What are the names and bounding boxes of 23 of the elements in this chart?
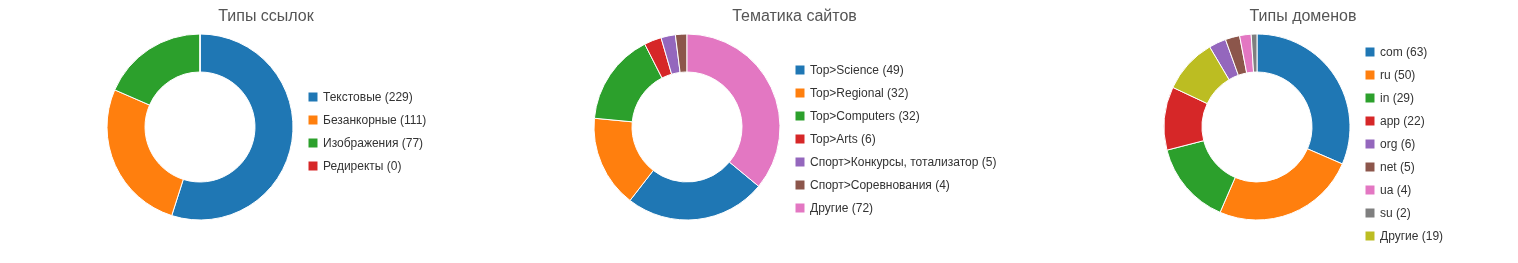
legend-label: Top>Regional (32) xyxy=(810,86,909,100)
legend-label: net (5) xyxy=(1380,160,1415,174)
legend-label: Изображения (77) xyxy=(323,136,424,150)
legend-label: Другие (19) xyxy=(1380,229,1444,243)
legend-label: Top>Computers (32) xyxy=(810,109,920,123)
legend-label: su (2) xyxy=(1380,206,1411,220)
legend-label: Спорт>Конкурсы, тотализатор (5) xyxy=(810,155,997,169)
legend-label: in (29) xyxy=(1380,91,1415,105)
chart-title: Типы доменов xyxy=(1249,7,1357,24)
legend-label: Текстовые (229) xyxy=(323,90,413,104)
chart-title: Типы ссылок xyxy=(218,7,315,24)
legend-label: org (6) xyxy=(1380,137,1416,151)
legend-label: app (22) xyxy=(1380,114,1425,128)
chart-title: Тематика сайтов xyxy=(732,7,857,24)
legend-label: ru (50) xyxy=(1380,68,1416,82)
legend-label: ua (4) xyxy=(1380,183,1412,197)
legend-label: Безанкорные (111) xyxy=(323,113,427,127)
legend-label: Редиректы (0) xyxy=(323,159,402,173)
legend-label: Top>Arts (6) xyxy=(810,132,876,146)
legend-label: com (63) xyxy=(1380,45,1428,59)
legend-label: Спорт>Соревнования (4) xyxy=(810,178,950,192)
legend-label: Другие (72) xyxy=(810,201,874,215)
legend-label: Top>Science (49) xyxy=(810,63,904,77)
